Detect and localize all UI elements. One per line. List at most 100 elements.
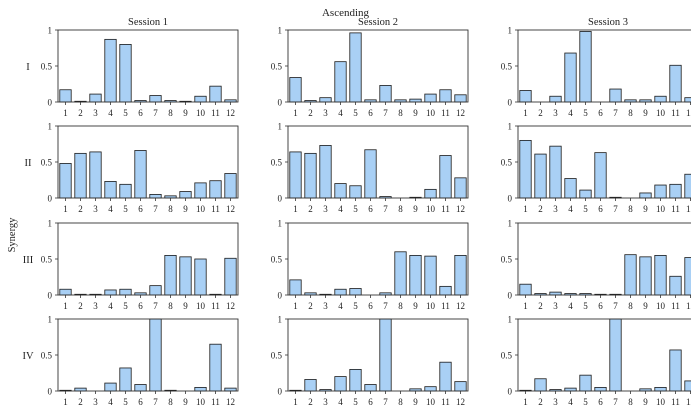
x-tick-label: 2 [538, 301, 543, 311]
x-tick-label: 9 [183, 397, 188, 407]
x-tick-label: 3 [93, 397, 98, 407]
x-tick-label: 4 [568, 301, 573, 311]
bar [519, 90, 532, 103]
x-tick-label: 9 [413, 108, 418, 118]
x-tick-label: 6 [368, 301, 373, 311]
y-tick-label: 1 [278, 219, 283, 229]
bar [334, 376, 347, 392]
x-tick-label: 9 [643, 108, 648, 118]
x-tick-label: 1 [63, 397, 68, 407]
bar [454, 254, 467, 296]
bar [684, 257, 691, 296]
bar [439, 155, 452, 199]
x-tick-label: 9 [413, 204, 418, 214]
bar [134, 150, 147, 199]
x-tick-label: 9 [183, 204, 188, 214]
x-tick-label: 10 [426, 204, 436, 214]
y-axis-label: Synergy [7, 217, 18, 253]
y-tick-label: 0 [48, 98, 53, 108]
bar [394, 251, 407, 296]
bar [564, 178, 577, 199]
y-tick-label: 0 [508, 98, 513, 108]
bar [304, 152, 317, 199]
bar [669, 64, 682, 103]
chart-title: Ascending [322, 7, 370, 19]
x-tick-label: 7 [153, 301, 158, 311]
x-tick-label: 6 [138, 108, 143, 118]
bar [289, 279, 302, 296]
x-tick-label: 12 [226, 397, 235, 407]
bar [424, 93, 437, 103]
x-tick-label: 9 [643, 397, 648, 407]
x-tick-label: 10 [196, 301, 206, 311]
y-tick-label: 0.5 [41, 255, 53, 265]
bar [439, 361, 452, 392]
x-tick-label: 5 [123, 204, 128, 214]
y-tick-label: 0.5 [501, 62, 513, 72]
y-tick-label: 1 [48, 315, 53, 325]
y-tick-label: 1 [508, 219, 513, 229]
x-tick-label: 8 [398, 204, 403, 214]
y-tick-label: 0 [278, 387, 283, 397]
x-tick-label: 10 [196, 108, 206, 118]
x-tick-label: 3 [323, 204, 328, 214]
bar [289, 151, 302, 199]
bar [224, 257, 237, 296]
x-tick-label: 1 [293, 301, 298, 311]
y-tick-label: 1 [278, 26, 283, 36]
y-tick-label: 1 [508, 315, 513, 325]
bar [104, 38, 117, 103]
x-tick-label: 12 [456, 301, 465, 311]
y-tick-label: 0.5 [41, 158, 53, 168]
bar [349, 185, 362, 199]
y-tick-label: 0.5 [501, 255, 513, 265]
x-tick-label: 3 [93, 204, 98, 214]
bar [684, 173, 691, 199]
x-tick-label: 2 [308, 301, 313, 311]
bar [304, 379, 317, 392]
bar [119, 367, 132, 392]
x-tick-label: 5 [583, 301, 588, 311]
session-title: Session 2 [358, 17, 398, 28]
x-tick-label: 3 [323, 108, 328, 118]
x-tick-label: 8 [398, 397, 403, 407]
x-tick-label: 11 [211, 108, 220, 118]
bar [379, 85, 392, 103]
x-tick-label: 10 [426, 301, 436, 311]
x-tick-label: 2 [538, 108, 543, 118]
x-tick-label: 3 [93, 301, 98, 311]
y-tick-label: 1 [508, 26, 513, 36]
x-tick-label: 12 [226, 204, 235, 214]
x-tick-label: 7 [613, 108, 618, 118]
x-tick-label: 5 [353, 301, 358, 311]
x-tick-label: 6 [598, 397, 603, 407]
bar [519, 283, 532, 296]
x-tick-label: 9 [183, 301, 188, 311]
bar [179, 256, 192, 296]
x-tick-label: 6 [368, 204, 373, 214]
bar [609, 88, 622, 103]
x-tick-label: 8 [398, 301, 403, 311]
x-tick-label: 4 [108, 108, 113, 118]
x-tick-label: 1 [523, 108, 528, 118]
x-tick-label: 5 [123, 108, 128, 118]
x-tick-label: 7 [383, 204, 388, 214]
x-tick-label: 2 [308, 108, 313, 118]
x-tick-label: 10 [196, 397, 206, 407]
x-tick-label: 12 [456, 204, 465, 214]
bar [289, 77, 302, 103]
y-tick-label: 1 [48, 122, 53, 132]
x-tick-label: 11 [671, 204, 680, 214]
x-tick-label: 4 [338, 108, 343, 118]
x-tick-label: 1 [523, 204, 528, 214]
x-tick-label: 4 [568, 397, 573, 407]
x-tick-label: 6 [598, 301, 603, 311]
y-tick-label: 0 [48, 291, 53, 301]
x-tick-label: 11 [671, 108, 680, 118]
bar [424, 188, 437, 199]
x-tick-label: 12 [686, 301, 691, 311]
x-tick-label: 5 [123, 301, 128, 311]
x-tick-label: 9 [413, 301, 418, 311]
bar [424, 386, 437, 392]
y-tick-label: 0 [278, 291, 283, 301]
